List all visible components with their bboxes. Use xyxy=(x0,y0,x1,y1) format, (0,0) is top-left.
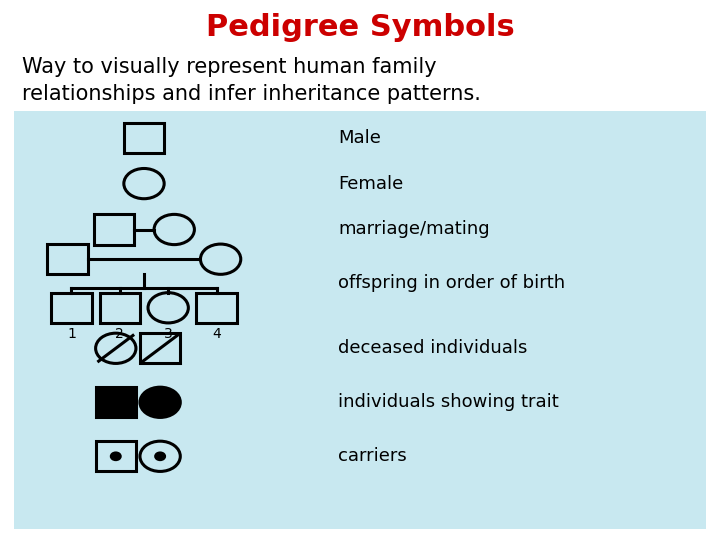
Text: carriers: carriers xyxy=(338,447,407,465)
Bar xyxy=(48,244,88,274)
Bar xyxy=(96,387,136,417)
Text: relationships and infer inheritance patterns.: relationships and infer inheritance patt… xyxy=(22,84,480,104)
Circle shape xyxy=(112,453,120,460)
Text: deceased individuals: deceased individuals xyxy=(338,339,528,357)
Text: 1: 1 xyxy=(67,327,76,341)
Bar xyxy=(99,293,140,323)
Circle shape xyxy=(156,453,165,460)
Text: offspring in order of birth: offspring in order of birth xyxy=(338,274,565,293)
FancyBboxPatch shape xyxy=(14,111,706,529)
Bar xyxy=(140,333,180,363)
Text: Female: Female xyxy=(338,174,404,193)
Text: Male: Male xyxy=(338,129,382,147)
Bar xyxy=(94,214,134,245)
Text: Pedigree Symbols: Pedigree Symbols xyxy=(206,14,514,43)
Bar xyxy=(96,441,136,471)
Text: 3: 3 xyxy=(164,327,173,341)
Text: 2: 2 xyxy=(115,327,124,341)
Text: marriage/mating: marriage/mating xyxy=(338,220,490,239)
Text: Way to visually represent human family: Way to visually represent human family xyxy=(22,57,436,77)
Bar xyxy=(197,293,237,323)
Circle shape xyxy=(140,387,180,417)
Bar xyxy=(51,293,91,323)
Text: individuals showing trait: individuals showing trait xyxy=(338,393,559,411)
Text: 4: 4 xyxy=(212,327,221,341)
Bar xyxy=(124,123,164,153)
